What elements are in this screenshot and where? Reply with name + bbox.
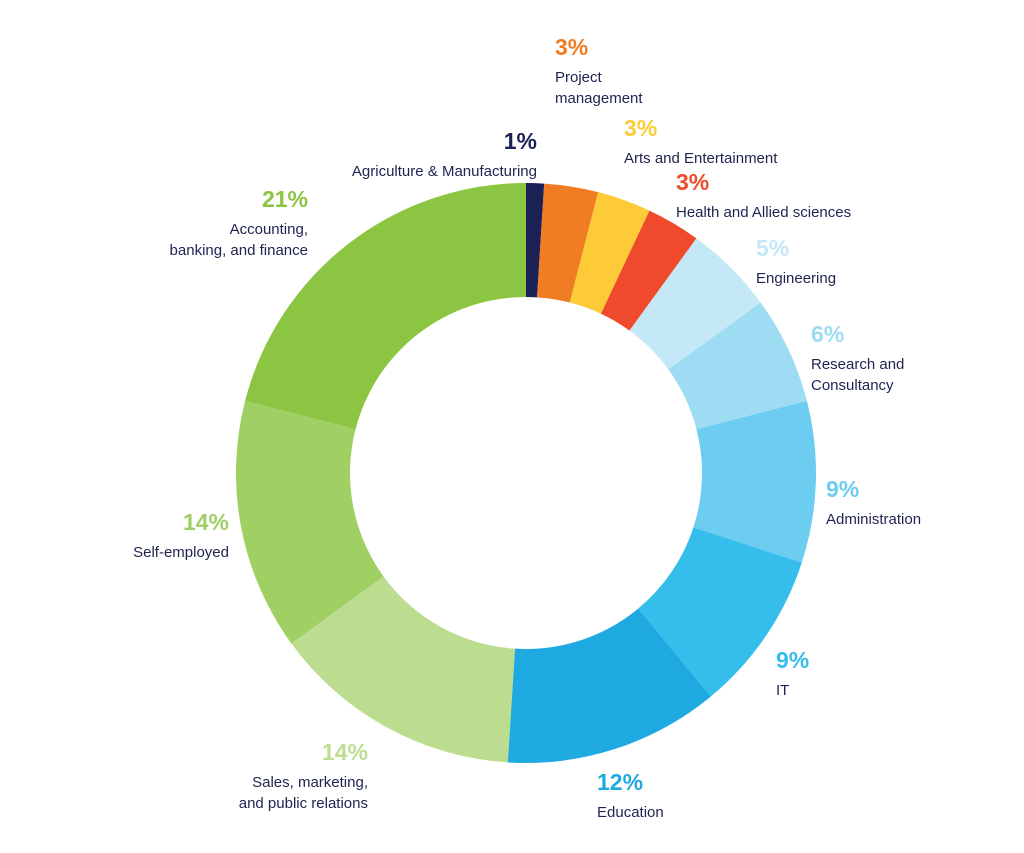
slice-category-label: Administration <box>826 511 921 528</box>
slice-category-label: management <box>555 90 643 107</box>
donut-slice <box>526 183 545 298</box>
slice-category-label: Consultancy <box>811 377 894 394</box>
slice-category-label: Project <box>555 69 603 86</box>
slice-category-label: and public relations <box>239 795 368 812</box>
slice-category-label: Engineering <box>756 270 836 287</box>
donut-slice <box>668 302 807 430</box>
slice-category-label: Arts and Entertainment <box>624 150 778 167</box>
slice-category-label: Health and Allied sciences <box>676 204 851 221</box>
donut-slice <box>537 183 599 303</box>
donut-slice <box>569 192 650 314</box>
slice-percent-label: 1% <box>504 128 537 154</box>
slice-category-label: Accounting, <box>230 221 308 238</box>
donut-slice <box>245 183 526 430</box>
slice-category-label: Sales, marketing, <box>252 774 368 791</box>
donut-slice <box>693 400 816 563</box>
donut-slice <box>236 400 384 644</box>
slice-category-label: IT <box>776 682 789 699</box>
slice-percent-label: 3% <box>676 169 709 195</box>
slice-percent-label: 14% <box>322 739 368 765</box>
slice-percent-label: 9% <box>826 476 859 502</box>
slice-category-label: Agriculture & Manufacturing <box>352 163 537 180</box>
donut-slice <box>629 238 761 370</box>
slice-percent-label: 5% <box>756 235 789 261</box>
slice-percent-label: 3% <box>624 115 657 141</box>
slice-category-label: Education <box>597 804 664 821</box>
donut-slice <box>638 527 802 697</box>
slice-category-label: banking, and finance <box>170 242 308 259</box>
slice-percent-label: 21% <box>262 186 308 212</box>
slice-percent-label: 6% <box>811 321 844 347</box>
donut-slice <box>600 210 697 331</box>
slice-percent-label: 14% <box>183 509 229 535</box>
slice-percent-label: 3% <box>555 34 588 60</box>
slice-percent-label: 9% <box>776 647 809 673</box>
slice-percent-label: 12% <box>597 769 643 795</box>
slice-category-label: Research and <box>811 356 904 373</box>
donut-slice <box>291 576 515 763</box>
slice-category-label: Self-employed <box>133 544 229 561</box>
donut-slice <box>507 608 711 763</box>
